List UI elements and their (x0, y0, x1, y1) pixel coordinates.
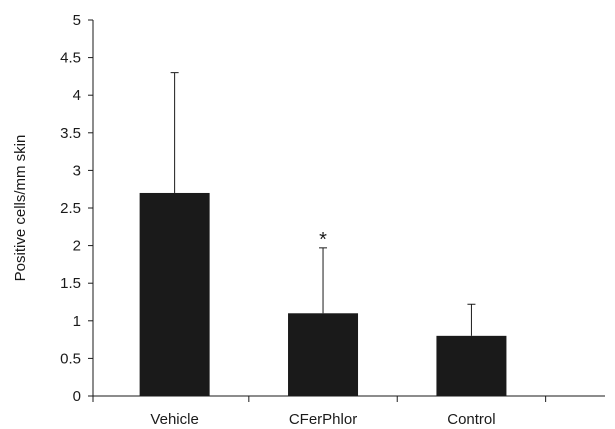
x-ticks (92, 396, 547, 402)
y-tick-label: 5 (73, 12, 81, 29)
y-tick-label: 3.5 (60, 125, 81, 142)
error-bars (170, 72, 476, 336)
y-tick-label: 1 (73, 313, 81, 330)
annotations: * (319, 229, 327, 251)
y-tick-label: 0.5 (60, 350, 81, 367)
bar-control (436, 335, 507, 396)
bar-vehicle (139, 192, 210, 396)
y-tick-label: 4.5 (60, 50, 81, 67)
x-tick-label-vehicle: Vehicle (150, 411, 198, 428)
y-ticks: 0 0.5 1 1.5 2 2.5 3 3.5 4 4.5 5 (60, 12, 93, 405)
y-tick-label: 1.5 (60, 275, 81, 292)
x-tick-label-control: Control (447, 411, 495, 428)
y-tick-label: 4 (73, 87, 81, 104)
bar-cferphlor (288, 313, 359, 396)
bars (139, 192, 507, 396)
y-axis-title: Positive cells/mm skin (12, 135, 29, 282)
y-tick-label: 2 (73, 238, 81, 255)
significance-marker: * (319, 229, 327, 251)
x-tick-labels: Vehicle CFerPhlor Control (150, 411, 495, 428)
y-tick-label: 3 (73, 162, 81, 179)
y-tick-label: 2.5 (60, 200, 81, 217)
x-tick-label-cferphlor: CFerPhlor (289, 411, 357, 428)
y-tick-label: 0 (73, 388, 81, 405)
